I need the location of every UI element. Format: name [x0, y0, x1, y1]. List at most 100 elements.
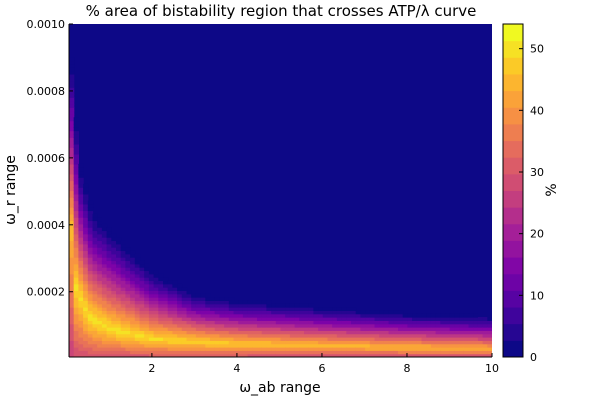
heatmap-cell [200, 307, 206, 311]
heatmap-cell [78, 257, 84, 262]
heatmap-cell [69, 163, 75, 168]
heatmap-cell [186, 337, 192, 341]
heatmap-cell [111, 313, 117, 318]
heatmap-cell [191, 333, 197, 338]
heatmap-cell [214, 343, 220, 348]
heatmap-cell [205, 300, 211, 305]
heatmap-cell [275, 353, 282, 357]
heatmap-cell [130, 297, 136, 301]
heatmap-cell [106, 343, 112, 348]
heatmap-cell [134, 283, 141, 288]
heatmap-cell [308, 327, 314, 331]
heatmap-cell [275, 317, 282, 321]
heatmap-cell [181, 333, 188, 338]
heatmap-cell [101, 270, 108, 275]
heatmap-cell [219, 350, 225, 355]
heatmap-cell [200, 343, 206, 348]
heatmap-cell [144, 290, 150, 295]
heatmap-cell [106, 253, 112, 258]
heatmap-cell [341, 323, 347, 328]
heatmap-cell [473, 350, 479, 355]
heatmap-cell [148, 293, 155, 298]
heatmap-cell [388, 337, 394, 341]
heatmap-cell [181, 327, 188, 331]
heatmap-cell [177, 307, 183, 311]
heatmap-cell [224, 350, 230, 355]
heatmap-cell [200, 320, 206, 325]
heatmap-cell [252, 323, 258, 328]
heatmap-cell [379, 350, 385, 355]
heatmap-cell [69, 123, 75, 128]
heatmap-cell [101, 227, 108, 232]
heatmap-cell [148, 350, 155, 355]
heatmap-cell [426, 340, 432, 345]
heatmap-cell [69, 153, 75, 158]
heatmap-cell [285, 337, 291, 341]
heatmap-cell [111, 277, 117, 282]
heatmap-cell [435, 347, 441, 351]
heatmap-cell [449, 353, 455, 357]
heatmap-cell [449, 343, 455, 348]
heatmap-cell [92, 327, 98, 331]
heatmap-cell [73, 190, 79, 195]
heatmap-cell [379, 337, 385, 341]
heatmap-cell [336, 347, 343, 351]
heatmap-cell [430, 327, 437, 331]
heatmap-cell [195, 313, 202, 318]
heatmap-cell [148, 330, 155, 335]
heatmap-cell [111, 297, 117, 301]
heatmap-cell [440, 337, 446, 341]
colorbar-band [503, 107, 523, 125]
heatmap-cell [247, 343, 253, 348]
heatmap-cell [177, 313, 183, 318]
heatmap-cell [487, 320, 492, 325]
heatmap-cell [139, 260, 145, 265]
heatmap-cell [111, 233, 117, 238]
heatmap-cell [78, 180, 84, 185]
colorbar-band [503, 307, 523, 325]
heatmap-cell [78, 327, 84, 331]
heatmap-cell [73, 153, 79, 158]
heatmap-cell [214, 320, 220, 325]
heatmap-cell [266, 333, 272, 338]
heatmap-cell [205, 340, 211, 345]
heatmap-cell [318, 350, 324, 355]
heatmap-cell [421, 313, 427, 318]
heatmap-cell [78, 187, 84, 192]
heatmap-cell [139, 293, 145, 298]
heatmap-cell [318, 320, 324, 325]
heatmap-cell [482, 323, 488, 328]
heatmap-cell [327, 323, 333, 328]
heatmap-cell [219, 330, 225, 335]
heatmap-cell [101, 310, 108, 315]
heatmap-cell [97, 313, 103, 318]
heatmap-cell [163, 350, 169, 355]
heatmap-cell [116, 283, 122, 288]
heatmap-cell [87, 330, 94, 335]
heatmap-cell [97, 233, 103, 238]
heatmap-cell [360, 327, 366, 331]
heatmap-cell [97, 353, 103, 357]
heatmap-cell [139, 300, 145, 305]
heatmap-cell [285, 310, 291, 315]
heatmap-cell [153, 327, 159, 331]
heatmap-cell [130, 253, 136, 258]
heatmap-cell [289, 337, 296, 341]
heatmap-cell [228, 297, 235, 301]
heatmap-cell [224, 310, 230, 315]
heatmap-cell [106, 230, 112, 235]
heatmap-cell [280, 310, 286, 315]
heatmap-cell [97, 247, 103, 252]
heatmap-cell [134, 340, 141, 345]
heatmap-cell [78, 293, 84, 298]
heatmap-cell [322, 350, 329, 355]
heatmap-cell [106, 237, 112, 242]
heatmap-cell [299, 303, 305, 308]
heatmap-cell [181, 300, 188, 305]
heatmap-cell [210, 343, 216, 348]
heatmap-cell [69, 80, 75, 85]
heatmap-cell [191, 320, 197, 325]
heatmap-cell [97, 263, 103, 268]
heatmap-cell [101, 233, 108, 238]
heatmap-cell [163, 307, 169, 311]
